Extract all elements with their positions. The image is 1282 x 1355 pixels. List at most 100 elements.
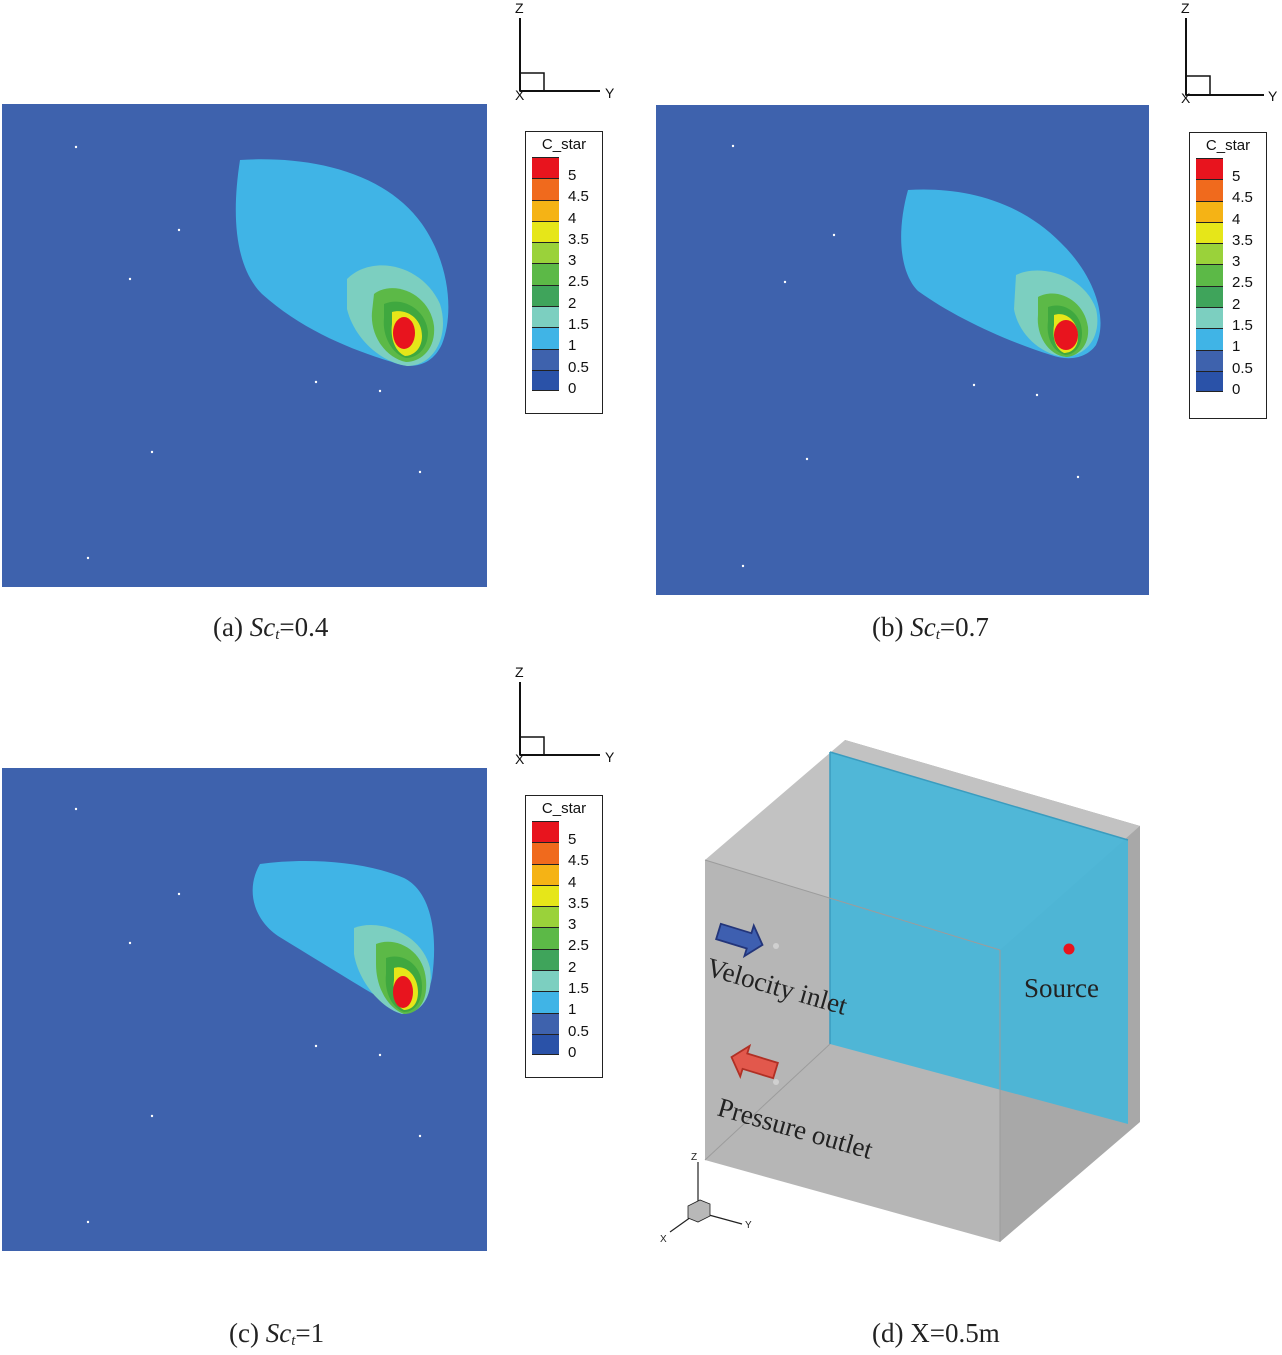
legend-label: 3.5 (568, 894, 589, 912)
legend-label: 1 (1232, 338, 1241, 356)
contour-plot-a (2, 104, 487, 587)
legend-swatch (1196, 370, 1223, 393)
legend-rows-b: 5 4.5 4 3.5 3 2.5 2 1.5 1 0.5 0 (1190, 158, 1266, 397)
axis-label-z: Z (515, 0, 524, 16)
legend-entry: 5 (526, 157, 602, 183)
legend-entry: 2 (526, 284, 602, 311)
legend-swatch (1196, 158, 1223, 180)
pressure-outlet-arrow-icon (730, 1043, 779, 1080)
legend-swatch (532, 306, 559, 328)
axis-label-y: Y (605, 85, 615, 101)
caption-b: (b) Sct=0.7 (872, 612, 989, 643)
axis-label-x: X (515, 87, 525, 103)
contour-plot-c (2, 768, 487, 1251)
svg-text:Y: Y (605, 749, 615, 765)
svg-text:Z: Z (691, 1152, 697, 1163)
legend-swatch (532, 327, 559, 349)
legend-entry: 2.5 (526, 927, 602, 953)
legend-entry: 4.5 (1190, 179, 1266, 205)
slice-plane-x05 (830, 752, 1128, 1124)
legend-label: 0 (568, 1043, 577, 1061)
legend-label: 0.5 (568, 358, 589, 376)
legend-entry: 0 (1190, 370, 1266, 397)
legend-label: 4.5 (568, 852, 589, 870)
legend-swatch (532, 970, 559, 992)
svg-text:Y: Y (1268, 88, 1278, 104)
legend-swatch (532, 884, 559, 907)
legend-swatch (532, 242, 559, 264)
legend-entry: 1.5 (526, 970, 602, 996)
legend-swatch (532, 220, 559, 243)
legend-entry: 2.5 (1190, 264, 1266, 290)
legend-label: 4.5 (568, 188, 589, 206)
legend-swatch (1196, 221, 1223, 244)
legend-swatch (1196, 264, 1223, 286)
legend-label: 1 (568, 337, 577, 355)
legend-swatch (532, 948, 559, 971)
legend-swatch (532, 863, 559, 885)
legend-entry: 3 (526, 906, 602, 932)
svg-text:Y: Y (745, 1220, 752, 1231)
legend-entry: 0.5 (526, 348, 602, 375)
legend-label: 3.5 (568, 230, 589, 248)
legend-swatch (1196, 307, 1223, 329)
legend-entry: 5 (526, 821, 602, 847)
legend-swatch (532, 157, 559, 179)
legend-entry: 3.5 (526, 220, 602, 247)
legend-label: 3 (568, 916, 577, 934)
mini-axis-triad-icon: Z Y X (660, 1152, 752, 1245)
legend-b: C_star 5 4.5 4 3.5 3 2.5 2 1.5 1 0.5 0 (1189, 132, 1267, 419)
legend-entry: 0.5 (526, 1012, 602, 1039)
legend-swatch (532, 263, 559, 285)
axis-triad-b: Z Y X (1176, 0, 1282, 106)
legend-label: 0.5 (1232, 359, 1253, 377)
legend-label: 2 (568, 958, 577, 976)
legend-entry: 5 (1190, 158, 1266, 184)
legend-entry: 2 (526, 948, 602, 975)
legend-swatch (1196, 243, 1223, 265)
legend-swatch (532, 821, 559, 843)
legend-swatch (532, 1012, 559, 1034)
legend-entry: 1 (1190, 328, 1266, 354)
legend-label: 1.5 (568, 980, 589, 998)
legend-label: 2.5 (1232, 274, 1253, 292)
legend-swatch (532, 348, 559, 370)
svg-text:X: X (1181, 90, 1191, 106)
source-label: Source (1024, 973, 1099, 1003)
legend-rows-a: 5 4.5 4 3.5 3 2.5 2 1.5 1 0.5 0 (526, 157, 602, 396)
legend-label: 4 (1232, 210, 1241, 228)
legend-label: 3 (568, 252, 577, 270)
legend-label: 4 (568, 209, 577, 227)
legend-label: 3.5 (1232, 231, 1253, 249)
legend-label: 3 (1232, 253, 1241, 271)
velocity-inlet-arrow-icon (715, 922, 764, 959)
legend-label: 5 (1232, 168, 1241, 185)
legend-swatch (532, 284, 559, 307)
legend-label: 0.5 (568, 1022, 589, 1040)
legend-entry: 4 (526, 199, 602, 226)
caption-d: (d) X=0.5m (872, 1318, 1000, 1348)
svg-text:X: X (660, 1234, 667, 1245)
legend-label: 0 (1232, 380, 1241, 398)
legend-entry: 1 (526, 327, 602, 353)
legend-entry: 4.5 (526, 842, 602, 868)
legend-label: 1 (568, 1001, 577, 1019)
legend-title: C_star (541, 136, 587, 153)
legend-label: 5 (568, 167, 577, 184)
legend-entry: 0 (526, 369, 602, 396)
legend-label: 2.5 (568, 937, 589, 955)
plume-core-red (393, 317, 415, 349)
legend-swatch (1196, 200, 1223, 222)
axis-triad-a: Z Y X (510, 0, 620, 103)
legend-swatch (532, 1033, 559, 1056)
axis-triad-c: Z Y X (510, 664, 620, 767)
legend-swatch (532, 199, 559, 221)
legend-entry: 3.5 (1190, 221, 1266, 248)
legend-entry: 2 (1190, 285, 1266, 312)
legend-swatch (532, 842, 559, 864)
legend-label: 2 (568, 294, 577, 312)
contour-svg-a (2, 104, 487, 587)
legend-label: 1.5 (568, 316, 589, 334)
legend-label: 1.5 (1232, 317, 1253, 335)
